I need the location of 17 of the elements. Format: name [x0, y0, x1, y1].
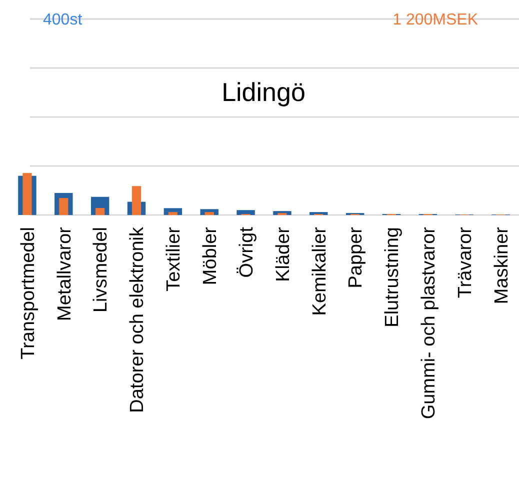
x-tick-label: Kläder: [272, 226, 294, 282]
x-tick-label: Trävaror: [455, 226, 476, 298]
x-tick-label: Övrigt: [236, 226, 258, 278]
x-tick-label: Maskiner: [491, 226, 512, 304]
x-tick-label: Metallvaror: [54, 226, 76, 321]
x-tick-label: Elutrustning: [382, 227, 404, 328]
x-tick-label: Textilier: [164, 226, 185, 292]
y-tick-label: 400st: [43, 12, 83, 29]
x-tick-label: Transportmedel: [18, 227, 39, 360]
x-tick-label: Papper: [346, 226, 367, 288]
text: Lidingö: [222, 77, 306, 108]
x-tick-label: Gummi- och plastvaror: [418, 226, 440, 420]
y2-tick-label: 1 200MSEK: [392, 12, 478, 29]
x-tick-label: Kemikalier: [309, 226, 330, 316]
x-tick-label: Möbler: [200, 226, 222, 286]
x-tick-label: Datorer och elektronik: [127, 226, 148, 413]
x-tick-label: Livsmedel: [90, 227, 112, 313]
